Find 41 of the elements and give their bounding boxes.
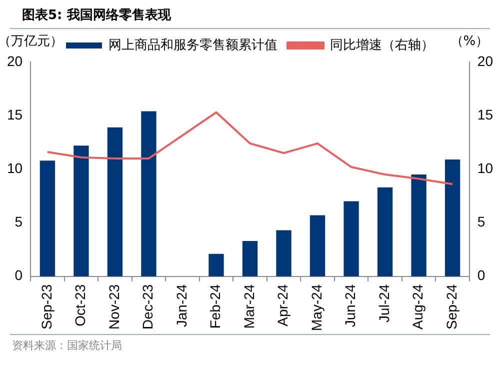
x-tick-label: Mar-24 xyxy=(240,284,257,329)
y2-tick-label: 10 xyxy=(477,160,494,176)
x-tick-label: Jul-24 xyxy=(376,284,392,322)
x-tick-label: Sep-24 xyxy=(443,284,460,330)
y-axis-title: （万亿元） xyxy=(0,34,64,49)
bar xyxy=(40,160,56,276)
y-tick-label: 20 xyxy=(6,52,23,69)
y-tick-label: 5 xyxy=(14,214,23,230)
x-tick-label: May-24 xyxy=(308,284,324,332)
y2-tick-label: 20 xyxy=(477,52,494,69)
y2-tick-label: 5 xyxy=(477,214,486,230)
bar xyxy=(107,127,123,276)
bar xyxy=(444,160,460,276)
bar xyxy=(208,254,224,276)
legend-label: 同比增速（右轴） xyxy=(330,38,434,53)
bar xyxy=(377,187,393,276)
bar xyxy=(276,230,292,276)
bar xyxy=(74,146,89,276)
bar xyxy=(242,240,258,276)
x-tick-label: Aug-24 xyxy=(410,284,426,330)
bar xyxy=(344,201,359,276)
x-tick-label: Sep-23 xyxy=(38,284,54,330)
y-tick-label: 10 xyxy=(6,160,23,176)
legend-label: 网上商品和服务零售额累计值 xyxy=(108,38,278,53)
y-tick-label: 0 xyxy=(14,267,23,284)
x-tick-label: Jan-24 xyxy=(173,284,190,328)
y2-tick-label: 0 xyxy=(477,267,486,284)
bar xyxy=(141,111,156,276)
x-tick-label: Jun-24 xyxy=(342,284,358,328)
y2-tick-label: 15 xyxy=(477,106,494,122)
bar xyxy=(310,215,326,276)
x-tick-label: Oct-23 xyxy=(72,284,88,326)
x-tick-label: Nov-23 xyxy=(106,284,122,330)
y-tick-label: 15 xyxy=(6,106,23,122)
chart-title: 图表5: 我国网络零售表现 xyxy=(10,0,490,29)
x-tick-label: Dec-23 xyxy=(140,284,156,330)
x-tick-label: Feb-24 xyxy=(207,284,224,329)
text: 资料来源：国家统计局 xyxy=(10,334,490,356)
y2-axis-title: （%） xyxy=(450,34,489,49)
x-tick-label: Apr-24 xyxy=(274,284,291,326)
bar xyxy=(411,174,426,276)
